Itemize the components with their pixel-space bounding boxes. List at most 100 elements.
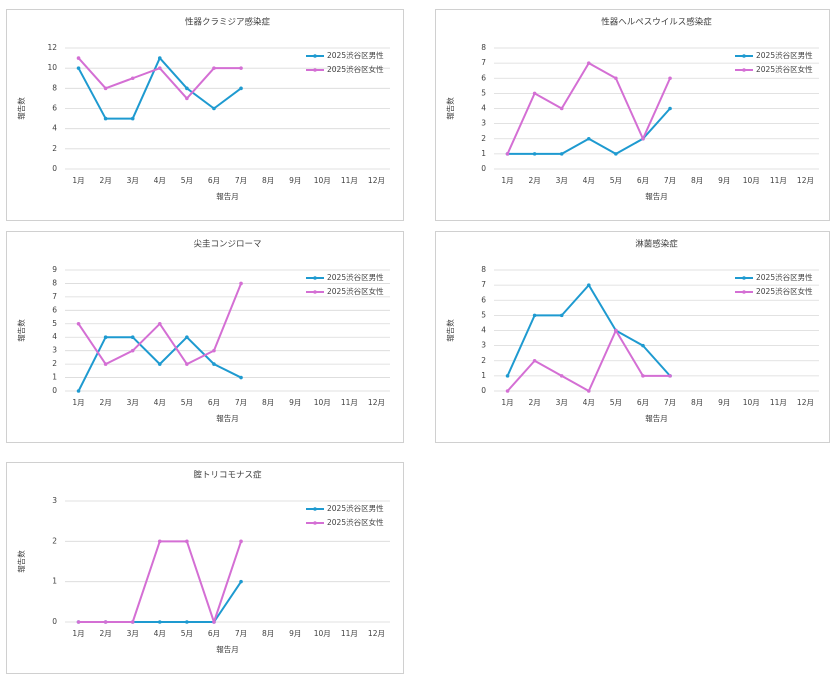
y-tick-label: 3 — [52, 346, 57, 355]
x-axis-title: 報告月 — [216, 413, 239, 423]
x-tick-label: 5月 — [610, 176, 622, 185]
point-marker — [641, 374, 645, 378]
point-marker — [239, 375, 243, 380]
point-marker — [185, 86, 189, 91]
x-tick-label: 11月 — [770, 176, 787, 185]
point-marker — [212, 106, 216, 111]
point-marker — [641, 136, 645, 141]
legend-label: 2025渋谷区男性 — [756, 272, 813, 282]
x-tick-label: 7月 — [664, 176, 676, 185]
legend-marker — [313, 290, 317, 294]
x-tick-label: 1月 — [501, 398, 513, 407]
y-tick-label: 8 — [52, 278, 57, 287]
point-marker — [103, 116, 108, 121]
y-tick-label: 7 — [52, 292, 57, 301]
x-tick-label: 11月 — [341, 398, 358, 407]
point-marker — [239, 86, 243, 91]
x-tick-label: 6月 — [208, 398, 220, 407]
point-marker — [76, 620, 81, 624]
chart-panel: 尖圭コンジローマ 0 1 2 3 4 5 6 7 8 9 1月 2月 3月 4月 5月 6月 7月 8月 9月 10月 1… — [6, 231, 404, 443]
point-marker — [76, 321, 81, 326]
point-marker — [157, 539, 162, 544]
x-tick-label: 2月 — [528, 176, 540, 185]
x-axis-title: 報告月 — [645, 191, 668, 201]
y-tick-label: 3 — [481, 119, 486, 128]
legend-marker — [313, 68, 317, 72]
y-tick-label: 2 — [52, 536, 57, 545]
legend-marker — [313, 276, 317, 280]
point-marker — [130, 76, 135, 81]
x-tick-label: 7月 — [664, 398, 676, 407]
point-marker — [668, 76, 672, 81]
point-marker — [614, 152, 618, 156]
y-tick-label: 9 — [52, 265, 57, 274]
x-tick-label: 2月 — [99, 398, 111, 407]
x-axis-title: 報告月 — [645, 413, 668, 423]
y-tick-label: 6 — [481, 295, 486, 304]
chart-title: 性器ヘルペスウイルス感染症 — [601, 17, 712, 28]
y-tick-label: 6 — [52, 104, 57, 113]
point-marker — [532, 152, 537, 156]
x-tick-label: 9月 — [289, 398, 301, 407]
point-marker — [157, 362, 162, 366]
point-marker — [212, 362, 216, 366]
x-tick-label: 6月 — [208, 176, 220, 185]
x-tick-label: 4月 — [154, 176, 166, 185]
chart-panel: 性器クラミジア感染症 0 2 4 6 8 10 12 1月 2月 3月 4月 5月 6月 7月 8月 9月 10月… — [6, 9, 404, 221]
x-tick-label: 11月 — [341, 629, 358, 638]
legend-label: 2025渋谷区女性 — [756, 64, 813, 74]
y-tick-label: 0 — [52, 617, 57, 626]
x-tick-label: 12月 — [797, 398, 814, 407]
point-marker — [559, 106, 564, 111]
point-marker — [103, 362, 108, 366]
legend-label: 2025渋谷区女性 — [327, 64, 384, 74]
point-marker — [76, 389, 81, 393]
x-tick-label: 8月 — [262, 398, 274, 407]
point-marker — [614, 328, 618, 333]
legend-marker — [742, 276, 746, 280]
y-tick-label: 0 — [481, 386, 486, 395]
x-tick-label: 3月 — [556, 398, 568, 407]
x-axis-title: 報告月 — [216, 191, 239, 201]
y-tick-label: 0 — [52, 164, 57, 173]
point-marker — [586, 389, 591, 393]
x-tick-label: 2月 — [99, 176, 111, 185]
point-marker — [505, 389, 510, 393]
y-tick-label: 1 — [481, 371, 486, 380]
y-tick-label: 4 — [481, 326, 486, 335]
x-tick-label: 6月 — [637, 398, 649, 407]
y-tick-label: 2 — [481, 356, 486, 365]
point-marker — [586, 283, 591, 287]
x-tick-label: 7月 — [235, 629, 247, 638]
point-marker — [532, 91, 537, 96]
point-marker — [668, 106, 672, 111]
point-marker — [212, 620, 216, 624]
x-tick-label: 9月 — [289, 176, 301, 185]
chart-panel: 性器ヘルペスウイルス感染症 0 1 2 3 4 5 6 7 8 1月 2月 3月 4月 5月 6月 7月 8月 9月… — [435, 9, 830, 221]
legend-marker — [313, 521, 317, 525]
y-tick-label: 8 — [52, 83, 57, 92]
y-tick-label: 1 — [52, 577, 57, 586]
x-tick-label: 2月 — [99, 629, 111, 638]
point-marker — [130, 348, 135, 353]
legend-label: 2025渋谷区女性 — [327, 286, 384, 296]
y-tick-label: 4 — [481, 104, 486, 113]
y-tick-label: 5 — [52, 319, 57, 328]
point-marker — [103, 335, 108, 340]
point-marker — [559, 313, 564, 318]
point-marker — [157, 321, 162, 326]
point-marker — [157, 620, 162, 624]
point-marker — [614, 76, 618, 81]
y-axis-title: 報告数 — [16, 319, 26, 342]
x-tick-label: 8月 — [262, 629, 274, 638]
x-tick-label: 8月 — [262, 176, 274, 185]
x-tick-label: 10月 — [314, 176, 331, 185]
x-tick-label: 8月 — [691, 176, 703, 185]
point-marker — [185, 539, 189, 544]
y-tick-label: 6 — [481, 73, 486, 82]
legend-label: 2025渋谷区男性 — [327, 272, 384, 282]
x-tick-label: 4月 — [154, 398, 166, 407]
y-tick-label: 8 — [481, 43, 486, 52]
point-marker — [668, 374, 672, 378]
